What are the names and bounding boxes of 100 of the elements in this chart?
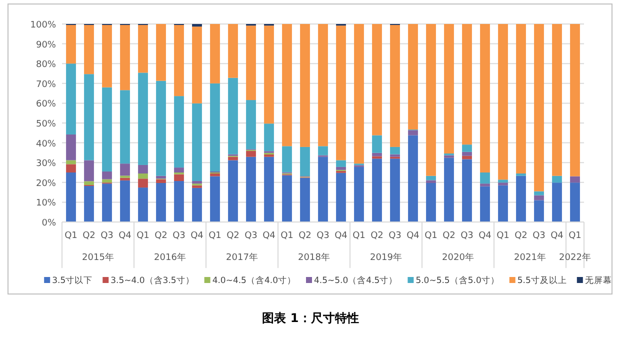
bar [336, 172, 346, 222]
x-tick-label: Q1 [352, 231, 366, 241]
text: 2020年 [442, 252, 474, 263]
y-tick-label: 20% [36, 178, 56, 189]
text: 2021年 [514, 252, 546, 263]
x-tick-label: Q1 [64, 231, 78, 241]
bar [336, 166, 346, 170]
bar [264, 26, 274, 124]
x-tick-label: Q1 [136, 231, 150, 241]
bar [408, 130, 418, 136]
x-tick-label: Q1 [280, 231, 294, 241]
bar [138, 164, 148, 174]
text: 2017年 [226, 252, 258, 263]
bar [336, 160, 346, 167]
bar [462, 144, 472, 152]
bar [84, 24, 94, 74]
bar [138, 173, 148, 179]
bar [210, 176, 220, 222]
bar [552, 176, 562, 183]
bar [66, 160, 76, 164]
legend-label: 4.0~4.5（含4.0寸） [212, 275, 296, 286]
text: 2015年 [82, 252, 114, 263]
bar [156, 80, 166, 176]
bar [426, 24, 436, 176]
bar [570, 176, 580, 183]
bar [318, 146, 328, 156]
bar [444, 158, 454, 222]
bar [192, 103, 202, 182]
bar [498, 24, 508, 180]
bar [390, 146, 400, 154]
bar [462, 152, 472, 156]
bar [174, 96, 184, 168]
bar [192, 188, 202, 222]
bar [426, 182, 436, 222]
bar [102, 87, 112, 172]
bar [156, 24, 166, 81]
bar [264, 156, 274, 222]
bar [444, 24, 454, 154]
bar [318, 156, 328, 222]
bar [174, 174, 184, 182]
bar [336, 26, 346, 160]
bar [156, 182, 166, 222]
bar [102, 24, 112, 88]
x-tick-label: Q3 [460, 231, 474, 241]
x-tick-label: Q2 [154, 231, 168, 241]
y-tick-label: 30% [36, 159, 56, 170]
bar [246, 156, 256, 222]
bar [534, 24, 544, 192]
legend-label: 5.0~5.5（含5.0寸） [416, 275, 500, 286]
bar [66, 64, 76, 134]
bar [390, 154, 400, 157]
x-tick-label: Q2 [442, 231, 456, 241]
bar [66, 134, 76, 160]
bar [318, 24, 328, 146]
bar [480, 186, 490, 222]
bar [120, 164, 130, 176]
bar [498, 182, 508, 186]
bar [282, 24, 292, 146]
x-tick-label: Q4 [334, 231, 348, 241]
bar [246, 26, 256, 100]
bar [84, 181, 94, 185]
bar [552, 24, 562, 176]
bar [372, 152, 382, 156]
bar [210, 83, 220, 172]
x-tick-label: Q2 [226, 231, 240, 241]
bar [66, 164, 76, 172]
bar [300, 24, 310, 147]
bar [552, 182, 562, 222]
x-tick-label: Q3 [244, 231, 258, 241]
bar [426, 180, 436, 183]
bar [174, 24, 184, 96]
x-tick-label: Q3 [100, 231, 114, 241]
y-tick-label: 50% [36, 120, 56, 130]
y-tick-label: 70% [36, 80, 56, 90]
x-tick-label: Q1 [496, 231, 510, 241]
text: 2022年 [559, 252, 591, 263]
x-tick-label: Q2 [370, 231, 384, 241]
y-tick-label: 0% [42, 218, 56, 228]
bar [300, 146, 310, 176]
bar [354, 24, 364, 164]
x-tick-label: Q1 [568, 231, 582, 241]
x-tick-label: Q3 [388, 231, 402, 241]
bar [498, 185, 508, 222]
x-tick-label: Q4 [406, 231, 420, 241]
text: 2019年 [370, 252, 402, 263]
bar [138, 188, 148, 222]
x-tick-label: Q1 [208, 231, 222, 241]
bar [282, 175, 292, 222]
y-tick-label: 100% [30, 20, 56, 30]
bar [246, 100, 256, 150]
bar [102, 172, 112, 180]
x-tick-label: Q2 [514, 231, 528, 241]
x-tick-label: Q4 [478, 231, 492, 241]
bar [282, 146, 292, 172]
bar [120, 180, 130, 222]
bar [102, 179, 112, 183]
bar [534, 191, 544, 196]
bar [480, 24, 490, 172]
legend-label: 3.5寸以下 [52, 275, 93, 286]
bar [84, 160, 94, 182]
